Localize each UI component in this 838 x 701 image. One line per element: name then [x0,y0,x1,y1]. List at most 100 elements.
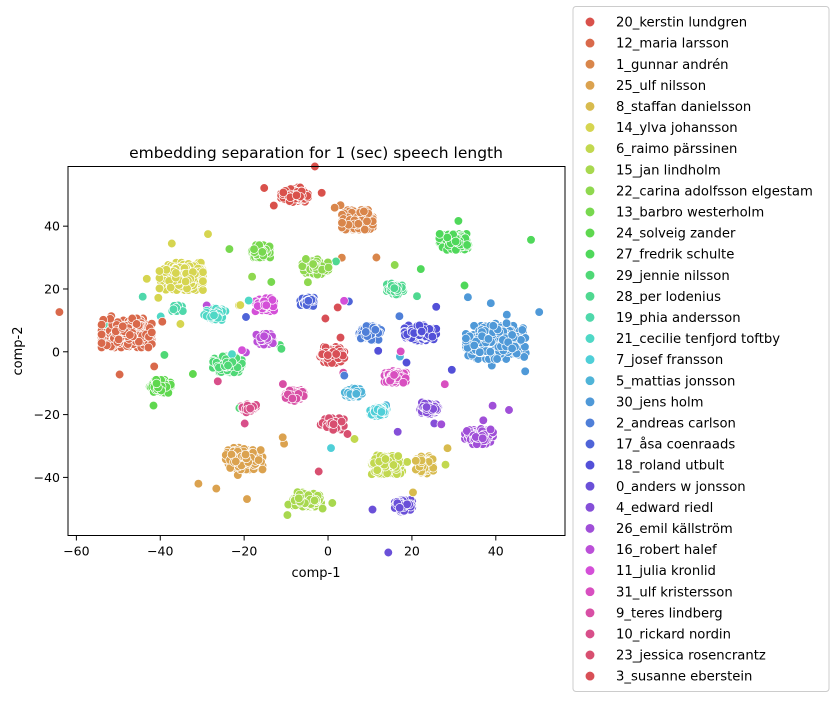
legend-marker [584,333,596,344]
scatter-point [339,370,349,381]
scatter-point [203,229,213,239]
legend-label: 28_per lodenius [616,290,721,305]
scatter-point [398,378,408,388]
scatter-point [151,378,162,389]
legend-label: 8_staffan danielsson [616,100,751,115]
scatter-point [223,360,233,371]
scatter-point [171,268,181,278]
legend-marker [584,164,596,175]
scatter-point [361,327,371,337]
legend-label: 7_josef fransson [616,353,723,368]
scatter-point [485,424,496,435]
scatter-point [451,236,461,247]
scatter-point [431,302,441,312]
scatter-point [323,262,334,273]
scatter-point [154,283,165,294]
scatter-point [475,347,485,357]
legend-entry: 4_edward riedl [584,501,713,516]
legend-entry: 29_jennie nilsson [584,269,730,284]
scatter-point [353,219,363,229]
legend-frame [572,6,830,692]
scatter-point [337,416,347,427]
scatter-point [376,407,387,417]
scatter-point [442,443,453,453]
scatter-point [442,232,452,243]
legend-entry: 18_roland utbult [584,459,724,474]
x-tick-label: −40 [147,544,173,559]
scatter-point [193,479,204,489]
scatter-point [463,292,473,302]
legend-entry: 11_julia kronlid [584,564,716,579]
scatter-point [372,465,382,475]
scatter-point [282,510,293,520]
scatter-point [488,321,498,331]
scatter-point [507,343,517,354]
scatter-point [440,460,451,470]
legend-marker [584,586,596,597]
legend-marker [584,80,596,91]
scatter-point [401,357,412,368]
scatter-point [362,216,372,226]
scatter-point [320,313,331,324]
scatter-point [520,366,530,376]
scatter-point [309,495,320,506]
scatter-point [388,460,399,470]
scatter-point [393,427,403,437]
scatter-point [393,451,403,461]
scatter-point [478,415,488,425]
x-axis-label: comp-1 [292,566,341,581]
legend-entry: 20_kerstin lundgren [584,16,747,31]
scatter-point [149,361,159,372]
scatter-point [331,349,341,359]
legend-entry: 15_jan lindholm [584,163,721,178]
scatter-point [303,296,314,306]
scatter-point [417,326,427,337]
scatter-point [485,347,495,357]
legend-marker [584,438,596,450]
scatter-point [486,298,496,308]
legend-label: 5_mattias jonsson [616,374,735,389]
scatter-point [349,434,360,444]
legend-label: 14_ylva johansson [616,121,738,136]
y-tick-label: 0 [52,344,60,359]
scatter-point [411,456,421,466]
scatter-point [402,457,412,467]
scatter-point [380,454,391,464]
legend-label: 9_teres lindberg [616,606,723,621]
plot-frame [67,166,566,536]
legend-entry: 5_mattias jonsson [584,374,735,389]
scatter-point [483,334,494,344]
scatter-point [287,393,298,404]
scatter-point [54,307,65,317]
scatter-point [188,369,198,379]
scatter-point [259,183,269,193]
legend-label: 24_solveig zander [616,227,736,242]
scatter-point [211,483,221,494]
legend-label: 12_maria larsson [616,37,729,52]
legend-marker [584,16,596,28]
legend-label: 4_edward riedl [616,501,713,516]
scatter-point [291,190,302,200]
scatter-point [142,274,152,284]
legend-entry: 28_per lodenius [584,290,721,305]
legend-entry: 25_ulf nilsson [584,79,706,94]
legend-marker [584,312,596,323]
legend-label: 1_gunnar andrén [616,57,729,73]
legend-marker [584,206,596,218]
legend-entry: 31_ulf kristersson [584,585,733,600]
y-tick-label: −20 [34,407,60,422]
scatter-point [507,330,517,340]
scatter-point [337,218,347,228]
legend-marker [584,291,596,302]
scatter-point [342,429,353,439]
scatter-point [227,349,237,359]
legend-marker [584,502,596,513]
scatter-point [213,376,223,386]
legend-marker [584,227,596,239]
scatter-point [159,350,170,360]
legend-marker [584,375,596,386]
scatter-point [269,200,279,211]
scatter-point [240,449,251,460]
scatter-point [231,456,241,467]
